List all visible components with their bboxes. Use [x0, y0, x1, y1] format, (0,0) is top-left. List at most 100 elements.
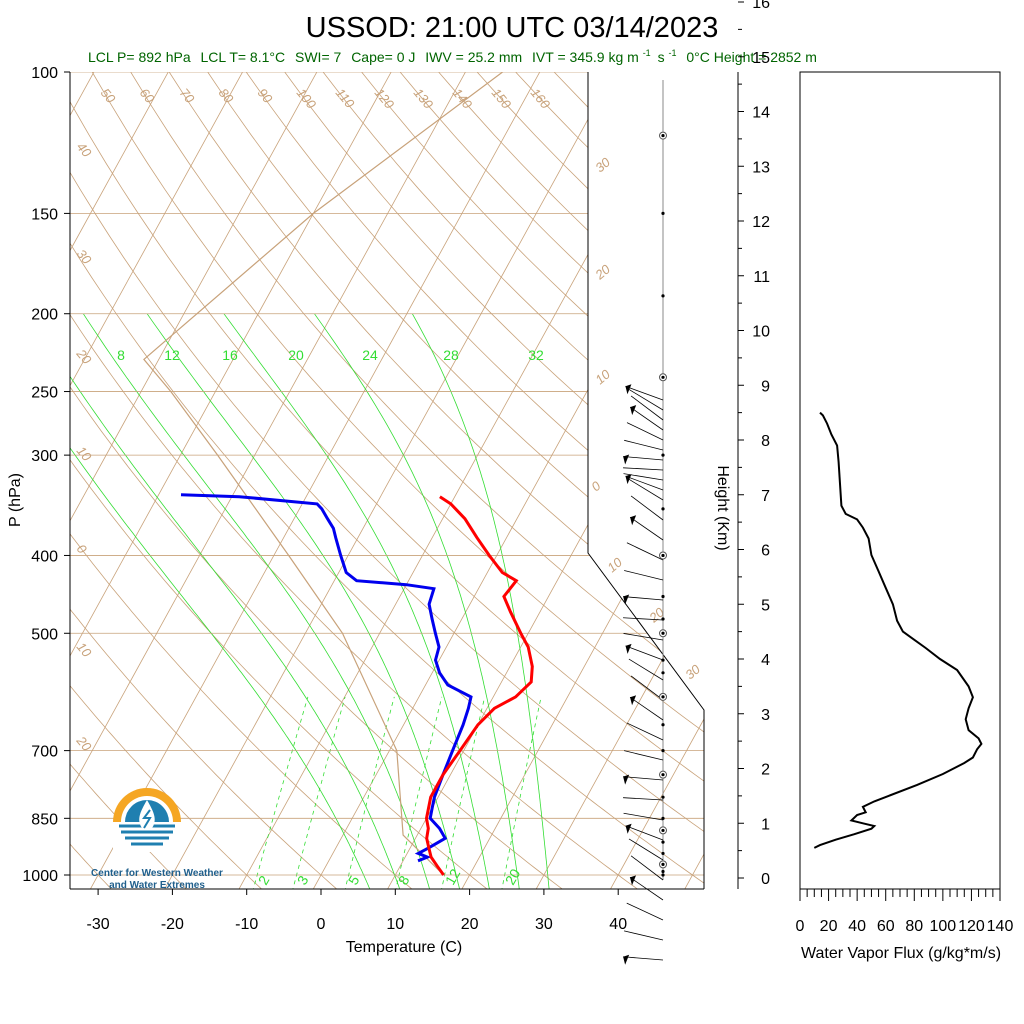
wind-barb	[624, 439, 664, 451]
ivt-value: IVT = 345.9 kg m	[532, 49, 639, 65]
isotherm-label: 60	[137, 85, 158, 106]
moist-adiabat-line	[146, 313, 460, 889]
moist-adiabat-label: 28	[443, 347, 459, 363]
adiabat-label-left: 10	[74, 639, 95, 660]
height-marker	[661, 594, 665, 599]
wind-barb	[623, 930, 664, 941]
pressure-axis: 100 150 200 250 300 400 500 700 850 1000	[22, 65, 70, 885]
height-tick-label: 9	[761, 378, 770, 395]
p-tick-label: 300	[31, 448, 58, 465]
height-marker	[661, 862, 665, 866]
moist-adiabat-label: 16	[222, 347, 238, 363]
mixing-ratio-line	[441, 696, 486, 889]
dry-adiabat-line	[207, 72, 704, 592]
isotherm-line	[164, 72, 615, 889]
moist-adiabat-line	[411, 313, 550, 889]
skewt-panel-outline	[587, 72, 705, 889]
height-marker	[661, 375, 665, 379]
isotherm-line	[70, 72, 244, 387]
x-axis-label: Temperature (C)	[346, 939, 462, 956]
dewpoint-trace	[180, 493, 473, 863]
height-tick-label: 10	[752, 324, 770, 341]
adiabat-label-left: 10	[74, 443, 95, 464]
p-tick-label: 700	[31, 744, 58, 761]
wvf-tick-label: 20	[820, 918, 838, 935]
wind-barb	[628, 658, 664, 681]
ivt-unit-s: s	[658, 49, 665, 65]
mixing-ratio-line	[252, 696, 309, 889]
moist-adiabat-label: 24	[362, 347, 378, 363]
wind-barb	[629, 516, 664, 541]
height-marker	[661, 851, 665, 856]
mixing-ratio-line	[395, 696, 443, 889]
height-marker	[661, 773, 665, 777]
chart-subtitle: LCL P= 892 hPa LCL T= 8.1°C SWI= 7 Cape=…	[88, 43, 817, 65]
wvf-tick-label: 140	[987, 918, 1014, 935]
dry-adiabat-line	[245, 72, 704, 547]
wind-barb-flag	[625, 823, 632, 834]
moist-adiabat-label: 20	[288, 347, 304, 363]
height-tick-label: 13	[752, 159, 770, 176]
p-tick-label: 850	[31, 811, 58, 828]
wind-barb	[629, 877, 664, 901]
height-tick-label: 14	[752, 105, 770, 122]
isotherm-line	[70, 72, 169, 252]
x-tick-label: 0	[317, 916, 326, 933]
moist-adiabat-line	[82, 313, 431, 889]
wind-barbs	[623, 384, 664, 965]
wind-barb	[623, 617, 664, 621]
dry-adiabat-line	[168, 72, 704, 638]
wind-barb-flag	[625, 384, 632, 395]
adiabat-label-left: 30	[74, 246, 95, 267]
isotherm-line	[70, 72, 392, 657]
wind-barb-flag	[623, 594, 630, 605]
wind-barb-flag	[623, 954, 630, 965]
height-tick-label: 12	[752, 214, 770, 231]
isotherm-line	[610, 718, 704, 889]
height-marker	[661, 749, 665, 753]
wvf-tick-label: 60	[877, 918, 895, 935]
wind-barb	[630, 395, 664, 421]
skewt-background	[70, 35, 1024, 892]
x-tick-label: -10	[235, 916, 258, 933]
parcel-trace	[143, 72, 503, 876]
wind-barb-flag	[623, 454, 630, 465]
wind-barb-flag	[630, 405, 637, 416]
height-marker	[661, 211, 665, 216]
wind-barb-flag	[630, 875, 637, 886]
x-tick-label: 40	[609, 916, 627, 933]
wvf-axis: 0 20 40 60 80 100 120 140	[796, 889, 1014, 935]
isotherm-line	[70, 72, 466, 792]
height-tick-label: 4	[761, 652, 770, 669]
wind-barb	[628, 478, 664, 501]
x-tick-label: 10	[386, 916, 404, 933]
moist-adiabat-line	[70, 375, 401, 889]
wind-barb	[624, 750, 664, 761]
height-tick-label: 1	[761, 816, 770, 833]
wind-barb	[623, 812, 664, 821]
wind-barb	[626, 722, 664, 741]
wvf-tick-label: 80	[905, 918, 923, 935]
wind-barb	[626, 542, 664, 561]
moist-adiabat-label: 8	[117, 347, 125, 363]
mixing-ratio-line	[292, 696, 346, 889]
p-tick-label: 100	[31, 65, 58, 82]
dry-adiabat-line	[70, 608, 338, 889]
height-marker	[661, 795, 665, 799]
height-tick-label: 16	[752, 0, 770, 12]
logo-line-2: and Water Extremes	[109, 880, 205, 891]
logo-line-1: Center for Western Weather	[91, 868, 223, 879]
iwv-value: IWV = 25.2 mm	[425, 49, 522, 65]
dry-adiabat-line	[70, 386, 563, 889]
isotherm-line	[757, 35, 1024, 892]
isotherm-line	[535, 583, 704, 889]
ivt-exponent-1: -1	[643, 48, 651, 58]
wvf-tick-label: 40	[848, 918, 866, 935]
wind-barb	[629, 406, 664, 431]
wind-barb	[630, 495, 664, 521]
moist-adiabat-line	[223, 313, 490, 889]
height-tick-label: 11	[753, 269, 770, 286]
dry-adiabat-line	[70, 100, 704, 782]
